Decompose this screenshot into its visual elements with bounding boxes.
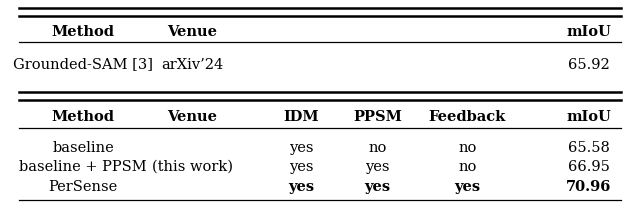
- Text: baseline + PPSM: baseline + PPSM: [19, 159, 147, 173]
- Text: yes: yes: [289, 140, 313, 154]
- Text: Method: Method: [52, 25, 115, 39]
- Text: 66.95: 66.95: [568, 159, 610, 173]
- Text: PerSense: PerSense: [49, 179, 118, 193]
- Text: 70.96: 70.96: [566, 179, 611, 193]
- Text: yes: yes: [365, 159, 390, 173]
- Text: mIoU: mIoU: [566, 109, 611, 123]
- Text: Grounded-SAM [3]: Grounded-SAM [3]: [13, 57, 153, 71]
- Text: yes: yes: [288, 179, 314, 193]
- Text: 65.58: 65.58: [568, 140, 610, 154]
- Text: Venue: Venue: [167, 25, 217, 39]
- Text: yes: yes: [454, 179, 480, 193]
- Text: PPSM: PPSM: [353, 109, 402, 123]
- Text: Feedback: Feedback: [429, 109, 506, 123]
- Text: Method: Method: [52, 109, 115, 123]
- Text: IDM: IDM: [283, 109, 319, 123]
- Text: no: no: [369, 140, 387, 154]
- Text: yes: yes: [365, 179, 390, 193]
- Text: no: no: [458, 159, 476, 173]
- Text: no: no: [458, 140, 476, 154]
- Text: arXiv’24: arXiv’24: [161, 57, 223, 71]
- Text: baseline: baseline: [52, 140, 114, 154]
- Text: 65.92: 65.92: [568, 57, 610, 71]
- Text: mIoU: mIoU: [566, 25, 611, 39]
- Text: yes: yes: [289, 159, 313, 173]
- Text: (this work): (this work): [152, 159, 232, 173]
- Text: Venue: Venue: [167, 109, 217, 123]
